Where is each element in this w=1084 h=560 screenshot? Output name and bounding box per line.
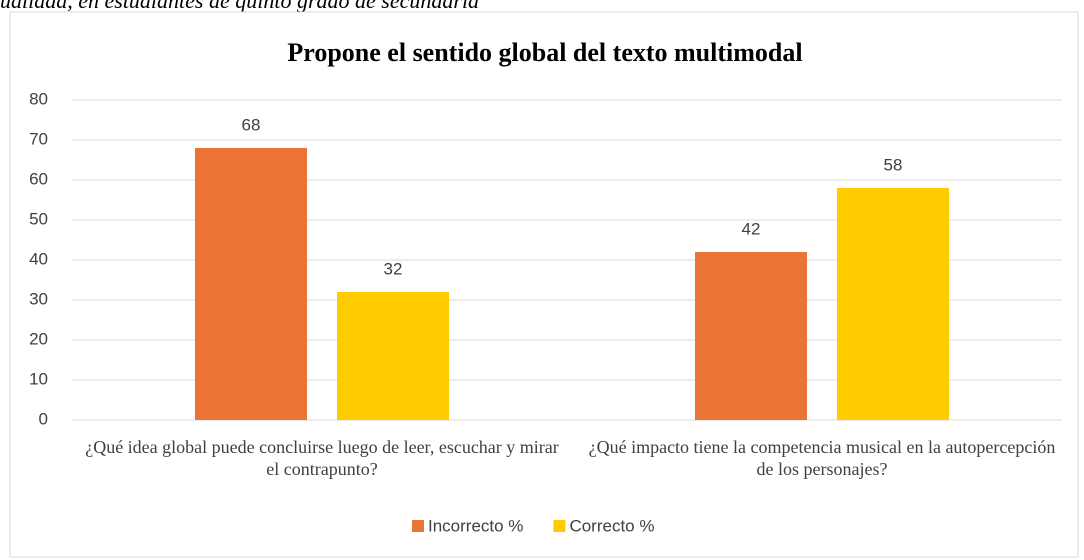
y-tick-label: 0 [39, 409, 48, 428]
y-tick-label: 50 [29, 209, 48, 228]
bar [195, 148, 307, 420]
legend-label: Correcto % [569, 516, 654, 535]
y-tick-label: 10 [29, 369, 48, 388]
value-label: 32 [384, 259, 403, 278]
legend-swatch [553, 520, 566, 532]
chart-title: Propone el sentido global del texto mult… [287, 38, 802, 67]
value-label: 68 [242, 115, 261, 134]
y-tick-label: 20 [29, 329, 48, 348]
caption: ualidad, en estudiantes de quinto grado … [0, 0, 480, 13]
x-tick-label: ¿Qué idea global puede concluirse luego … [85, 437, 559, 479]
y-tick-label: 30 [29, 289, 48, 308]
y-tick-label: 80 [29, 89, 48, 108]
bar [695, 252, 807, 420]
legend-swatch [412, 520, 424, 532]
legend-label: Incorrecto % [428, 516, 523, 535]
y-tick-label: 70 [29, 129, 48, 148]
x-tick-label: ¿Qué impacto tiene la competencia musica… [588, 437, 1056, 479]
y-tick-label: 40 [29, 249, 48, 268]
bar [337, 292, 449, 420]
y-tick-label: 60 [29, 169, 48, 188]
value-label: 58 [884, 155, 903, 174]
bar [837, 188, 949, 420]
value-label: 42 [742, 219, 761, 238]
